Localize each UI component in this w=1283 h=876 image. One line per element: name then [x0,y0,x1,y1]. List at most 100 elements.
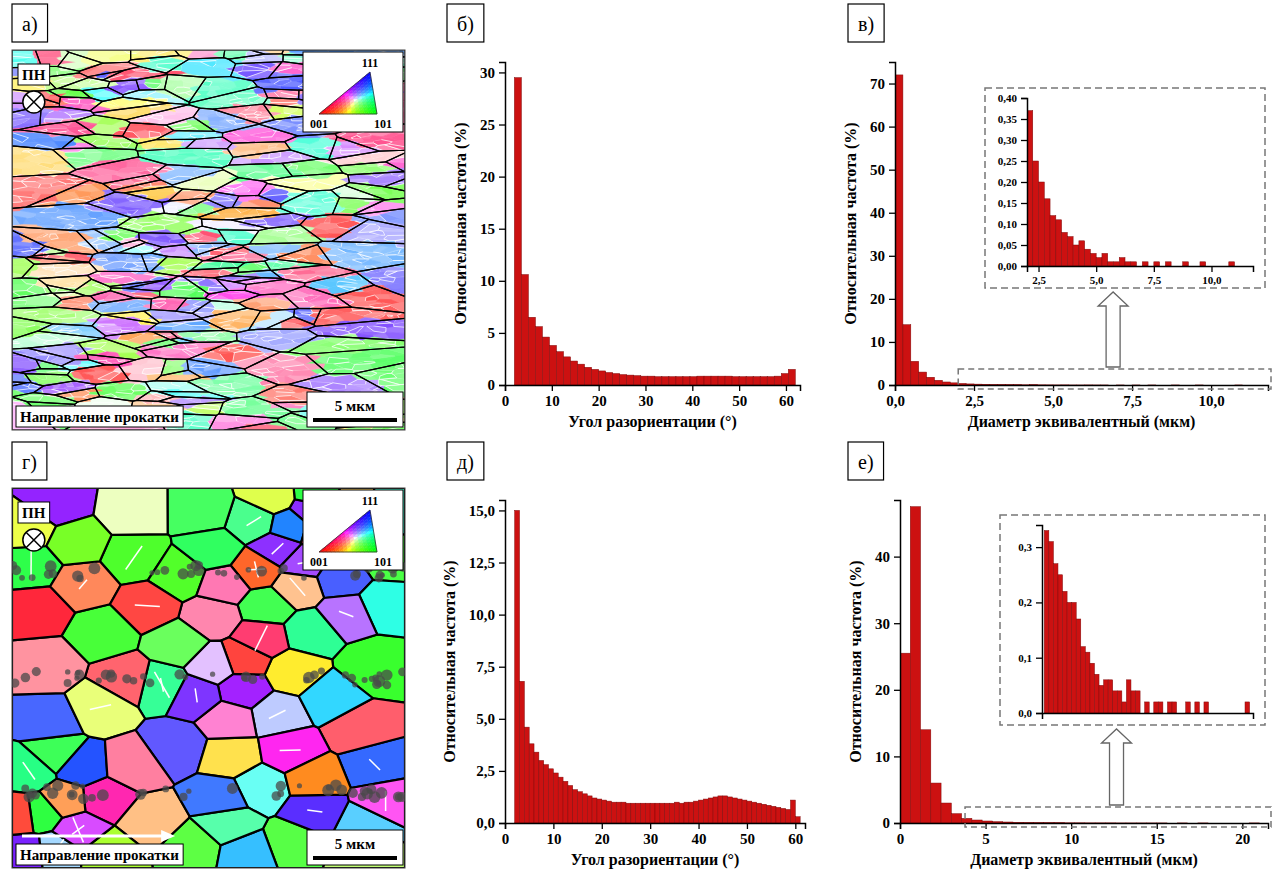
bar [1102,253,1108,266]
orientation-map [12,50,405,430]
tick-label: 0,30 [998,134,1018,146]
bar [660,803,665,823]
tick-mark [1038,266,1039,272]
bar [684,802,689,823]
bar [674,802,679,823]
x-axis [1043,714,1254,720]
zoom-region [965,807,1271,827]
tick: 50 [740,823,755,847]
tick-label: 0,0 [476,815,495,831]
bar [1053,564,1058,713]
tick-label: 2,5 [965,393,984,409]
tick-mark [894,690,900,691]
bar [578,792,583,823]
bar [1131,691,1136,713]
bar [1126,680,1131,713]
tick-label: 5,0 [1044,393,1063,409]
map-ground [12,50,405,430]
x-axis-title: Угол разориентации (°) [571,851,740,869]
tick-label: 30 [638,393,653,409]
bar [683,377,690,385]
bar [747,801,752,823]
subgrain [245,253,268,259]
tick: 20 [592,385,607,409]
bars [514,78,795,385]
tick-mark [499,562,505,563]
bar [529,744,534,823]
tick: 40 [870,205,895,221]
tick: 20 [595,823,610,847]
bar [602,800,607,823]
bar [645,803,650,823]
bar [1090,253,1096,266]
tick-mark [1071,823,1072,829]
bar [1096,258,1102,266]
tick-mark [889,385,895,386]
subgrain [12,374,25,382]
bar [665,803,670,823]
bar [739,377,746,385]
subgrain [367,326,386,333]
bar [1076,619,1081,713]
y-axis-title: Относительная частота (%) [452,122,470,324]
subgrain [349,169,366,174]
bar [781,808,786,823]
bar [942,382,950,385]
bar [723,796,728,823]
tick-label: 7,5 [1147,274,1161,286]
zoom-region [958,369,1271,389]
bar [941,803,951,823]
bar [776,807,781,823]
histogram-panel: 01020304050600,02,55,07,510,012,515,0Отн… [441,501,806,870]
subgrain [101,327,121,331]
tick-label: 0 [878,377,886,393]
tick-label: 0,35 [998,113,1018,125]
tick: 0,0 [1018,707,1042,719]
bar [699,800,704,823]
bar [713,797,718,823]
subgrain [302,201,322,206]
tick-mark [499,333,505,334]
tick-label: 0 [883,815,891,831]
bar [1136,691,1141,713]
axis-line [1043,714,1254,720]
tick-mark [499,72,505,73]
subgrain [252,369,270,374]
tick: 7,5 [1147,266,1161,286]
tick-mark [1021,266,1027,267]
bar [1079,241,1085,266]
bar [1142,262,1148,266]
bar [950,383,958,385]
x-axis: 2,55,07,510,0 [1028,266,1254,286]
subgrain [353,385,375,389]
tick: 40 [692,823,707,847]
bar [910,507,920,823]
subgrain [177,181,200,187]
tick-label: 0,40 [998,92,1018,104]
bar [611,802,616,823]
tick-label: 0 [897,831,905,847]
tick-label: 10 [1064,831,1079,847]
tick-mark [552,385,553,391]
subgrain [44,111,72,120]
tick-mark [739,385,740,391]
tick-mark [894,823,900,824]
tick-label: 0 [502,831,510,847]
tick: 0,1 [1018,652,1042,664]
tick-label: 5,0 [1090,274,1104,286]
x-axis-title: Угол разориентации (°) [568,413,737,431]
tick-label: 10 [480,273,495,289]
bar [568,785,573,823]
bar [641,376,648,385]
bar [931,783,941,823]
bar [1099,685,1104,713]
tick-mark [499,771,505,772]
bar [1117,691,1122,713]
bar [1158,702,1163,713]
y-axis: 051015202530 [480,63,506,394]
tick-label: 60 [788,831,803,847]
bar [662,377,669,385]
subgrain [286,142,309,148]
tick-label: 0 [488,377,496,393]
tick-label: 10 [546,831,561,847]
